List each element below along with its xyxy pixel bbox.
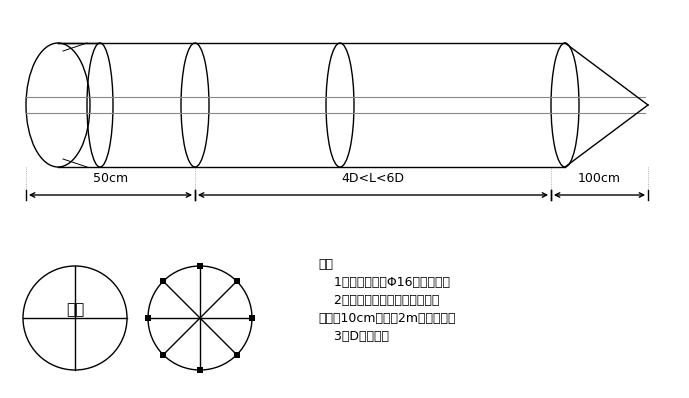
Text: 1、检孔器均为Φ16的螺纹钉。: 1、检孔器均为Φ16的螺纹钉。 <box>318 276 450 289</box>
Text: 4D<L<6D: 4D<L<6D <box>342 172 404 185</box>
Text: 100cm: 100cm <box>578 172 621 185</box>
Text: 筜筁: 筜筁 <box>66 302 84 318</box>
Text: 2、检孔器外径比桃基钉筋笼的: 2、检孔器外径比桃基钉筋笼的 <box>318 294 440 307</box>
Text: 3、D为桃径。: 3、D为桃径。 <box>318 330 389 343</box>
Text: 注：: 注： <box>318 258 333 271</box>
Text: 50cm: 50cm <box>93 172 128 185</box>
Text: 直径大10cm。筜筁2m设置一道。: 直径大10cm。筜筁2m设置一道。 <box>318 312 455 325</box>
